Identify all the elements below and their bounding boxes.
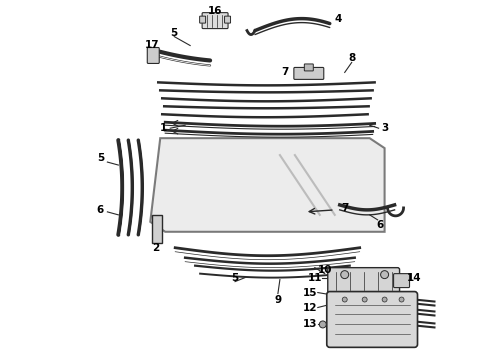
FancyBboxPatch shape (393, 274, 410, 288)
FancyBboxPatch shape (199, 16, 206, 23)
FancyBboxPatch shape (152, 215, 162, 243)
Text: 15: 15 (302, 288, 317, 298)
Text: 7: 7 (341, 203, 348, 213)
Text: 5: 5 (97, 153, 104, 163)
Text: 6: 6 (97, 205, 104, 215)
Text: 6: 6 (376, 220, 383, 230)
FancyBboxPatch shape (294, 67, 324, 80)
Text: 5: 5 (171, 28, 178, 37)
Text: 8: 8 (348, 54, 355, 63)
FancyBboxPatch shape (304, 64, 313, 71)
Circle shape (362, 297, 367, 302)
Text: 11: 11 (308, 273, 322, 283)
FancyBboxPatch shape (328, 268, 399, 293)
Text: 10: 10 (318, 265, 332, 275)
Circle shape (399, 297, 404, 302)
FancyBboxPatch shape (327, 292, 417, 347)
Text: 3: 3 (381, 123, 388, 133)
FancyBboxPatch shape (202, 13, 228, 28)
FancyBboxPatch shape (147, 48, 159, 63)
Text: 17: 17 (145, 40, 160, 50)
Text: 2: 2 (151, 243, 159, 253)
Text: 16: 16 (208, 6, 222, 15)
Circle shape (342, 297, 347, 302)
Text: 9: 9 (274, 294, 281, 305)
Text: 5: 5 (231, 273, 239, 283)
Circle shape (319, 321, 326, 328)
Circle shape (382, 297, 387, 302)
Text: 7: 7 (281, 67, 289, 77)
Text: 13: 13 (302, 319, 317, 329)
Text: 14: 14 (407, 273, 422, 283)
Text: 12: 12 (302, 302, 317, 312)
Circle shape (341, 271, 349, 279)
Text: 1: 1 (160, 123, 167, 133)
Text: 4: 4 (334, 14, 342, 24)
Polygon shape (150, 138, 385, 232)
Circle shape (381, 271, 389, 279)
FancyBboxPatch shape (224, 16, 230, 23)
